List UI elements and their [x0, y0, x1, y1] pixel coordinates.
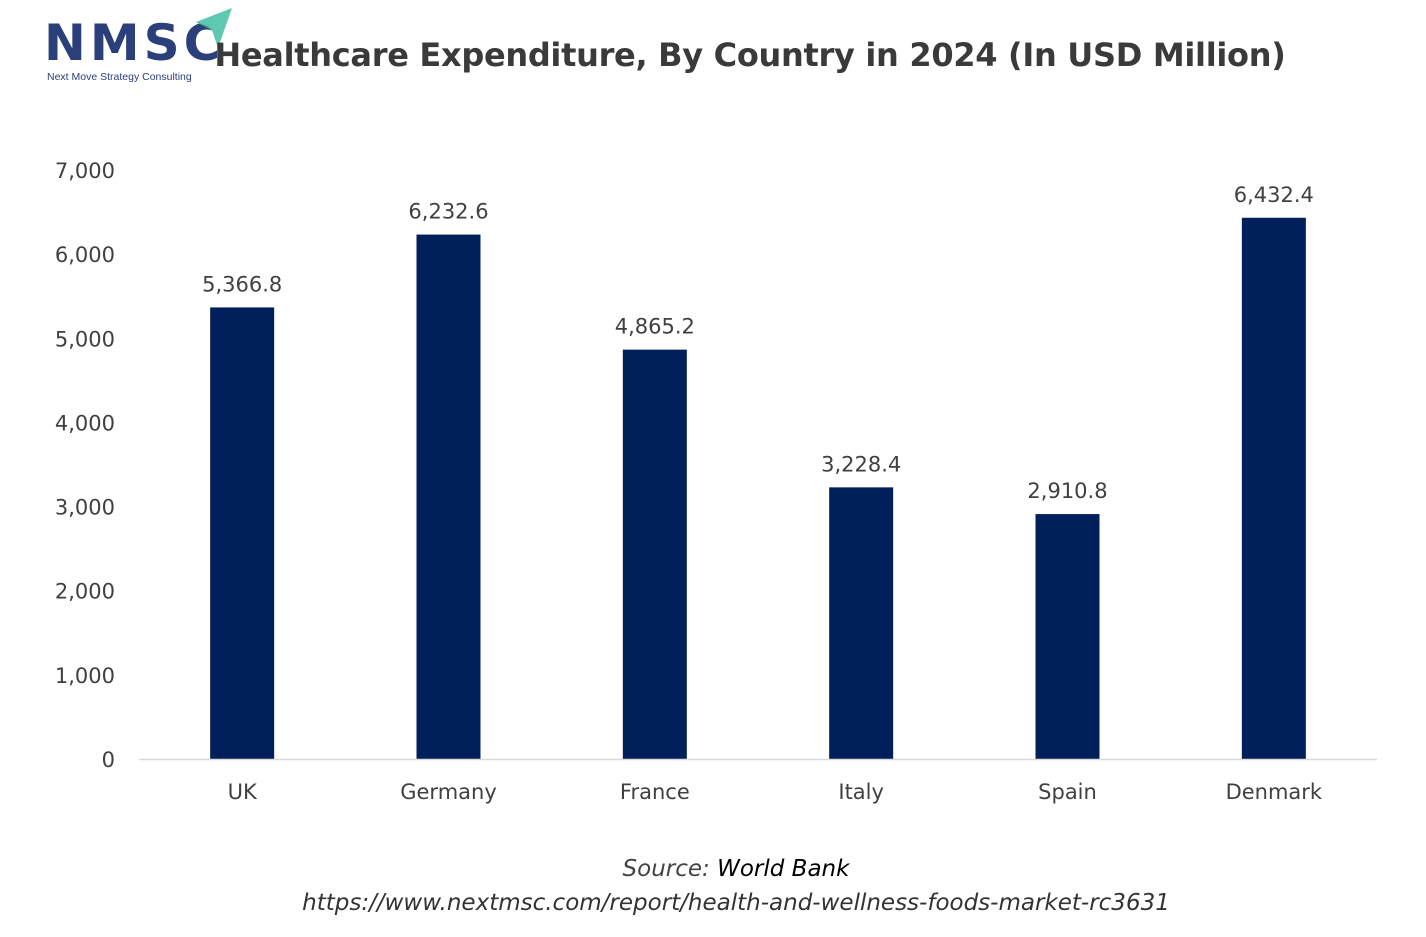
x-tick-label: UK: [228, 780, 258, 804]
x-tick-label: Germany: [400, 780, 497, 804]
nmsc-logo: NMSC Next Move Strategy Consulting: [44, 8, 239, 88]
x-axis-ticks: UK Germany France Italy Spain Denmark: [228, 780, 1323, 804]
x-tick-label: France: [620, 780, 690, 804]
bar-italy: [829, 487, 894, 759]
y-tick-label: 6,000: [55, 243, 115, 267]
bar-chart: 0 1,000 2,000 3,000 4,000 5,000 6,000 7,000 5,3…: [55, 159, 1377, 804]
value-labels: 5,366.8 6,232.6 4,865.2 3,228.4 2,910.8 6,432…: [202, 183, 1314, 503]
y-tick-label: 3,000: [55, 496, 115, 520]
data-label: 6,232.6: [408, 200, 488, 224]
logo-tagline: Next Move Strategy Consulting: [47, 71, 192, 83]
data-label: 3,228.4: [821, 452, 901, 476]
source-value: World Bank: [717, 856, 850, 882]
y-axis-ticks: 0 1,000 2,000 3,000 4,000 5,000 6,000 7,000: [55, 159, 115, 772]
data-label: 6,432.4: [1234, 183, 1314, 207]
logo-letters: NMSC: [44, 14, 225, 72]
y-tick-label: 0: [102, 748, 115, 772]
source-line: Source: World Bank: [0, 856, 1426, 882]
source-label: Source:: [622, 856, 710, 882]
data-label: 5,366.8: [202, 272, 282, 296]
bar-france: [622, 349, 687, 759]
data-label: 2,910.8: [1027, 479, 1107, 503]
y-tick-label: 7,000: [55, 159, 115, 183]
x-tick-label: Spain: [1038, 780, 1097, 804]
source-url: https://www.nextmsc.com/report/health-an…: [302, 890, 1170, 916]
y-tick-label: 2,000: [55, 580, 115, 604]
y-tick-label: 5,000: [55, 327, 115, 351]
chart-title: Healthcare Expenditure, By Country in 20…: [214, 36, 1286, 74]
bar-denmark: [1241, 217, 1306, 759]
data-label: 4,865.2: [615, 315, 695, 339]
bar-uk: [210, 307, 275, 759]
bar-spain: [1035, 514, 1100, 759]
paper-plane-arrow-icon: [196, 8, 232, 48]
x-tick-label: Denmark: [1226, 780, 1323, 804]
bar-germany: [416, 234, 481, 759]
x-tick-label: Italy: [838, 780, 884, 804]
y-tick-label: 4,000: [55, 411, 115, 435]
y-tick-label: 1,000: [55, 664, 115, 688]
bars: [210, 217, 1306, 759]
